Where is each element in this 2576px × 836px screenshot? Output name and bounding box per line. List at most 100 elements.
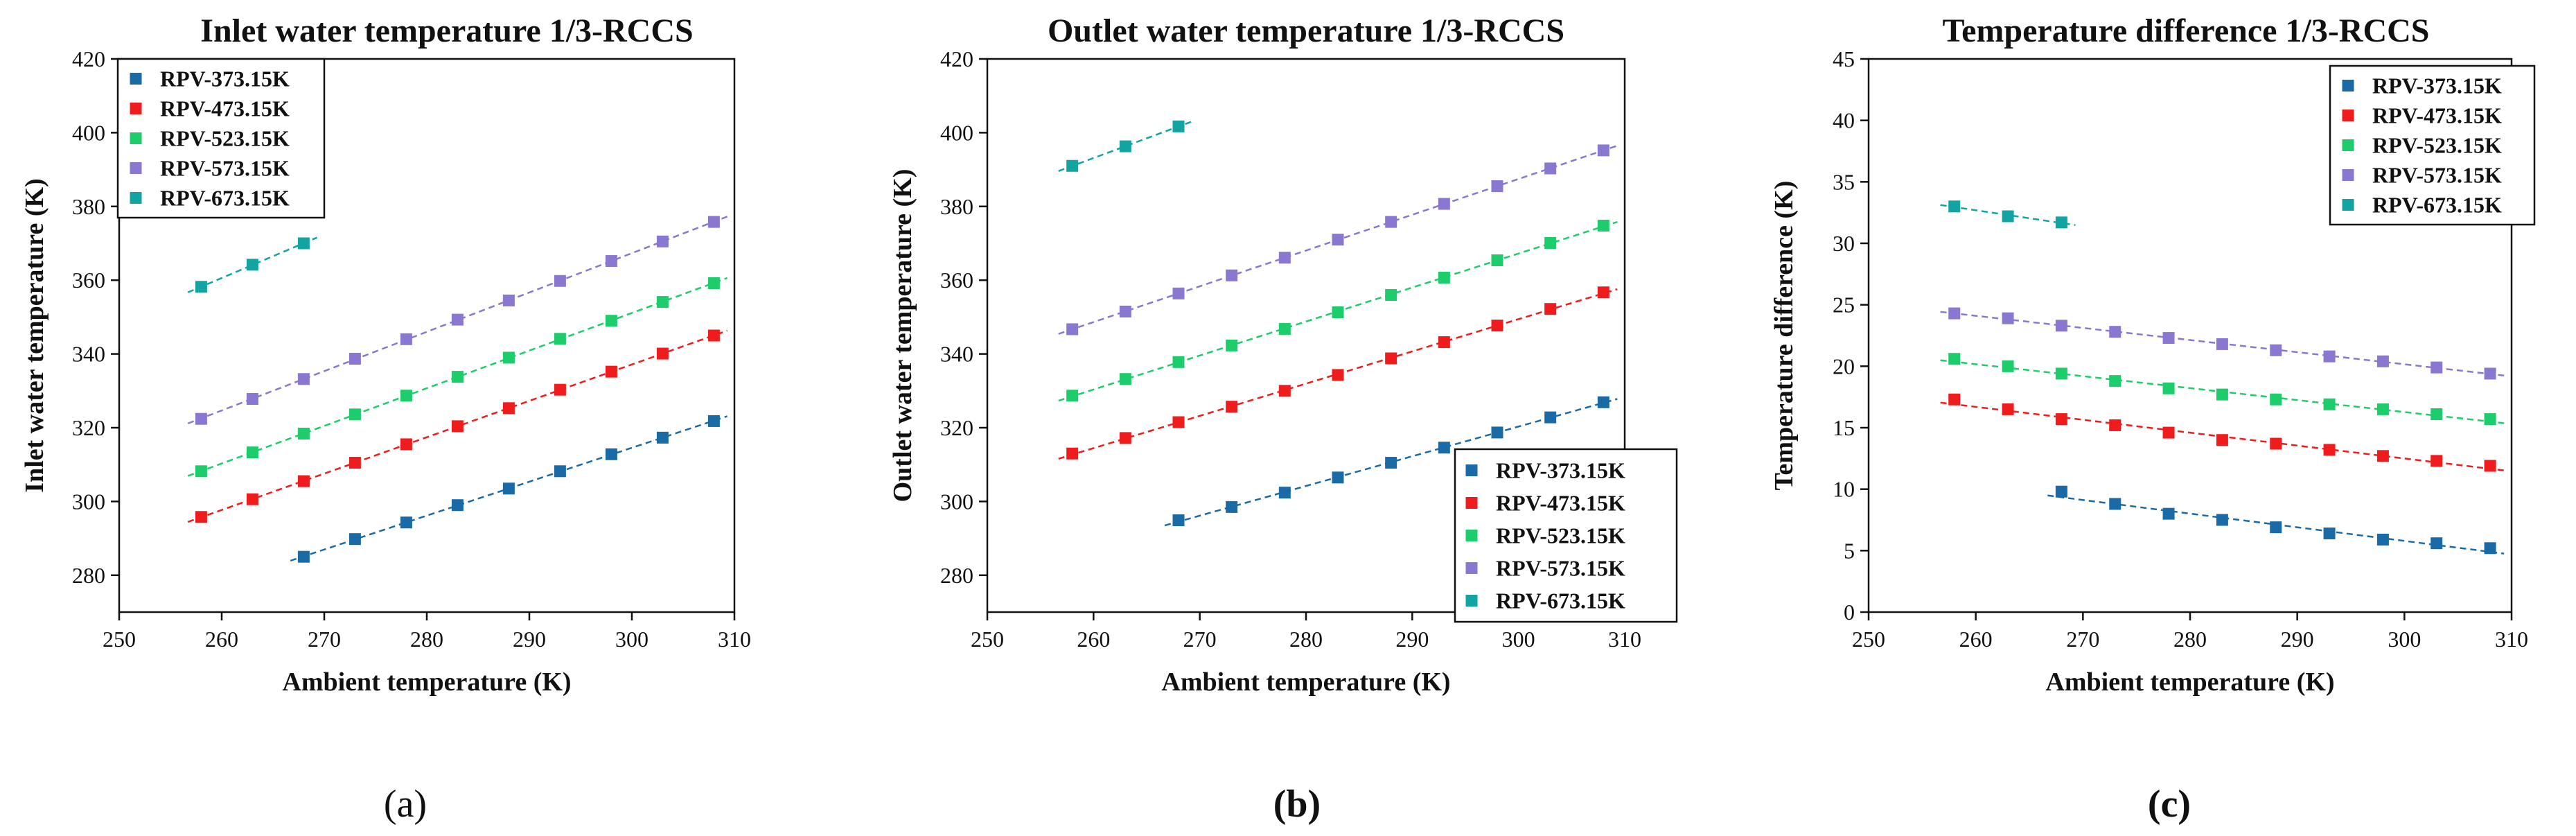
data-point	[1385, 288, 1397, 301]
data-point	[554, 333, 566, 345]
y-tick-label: 420	[940, 46, 973, 71]
x-tick-label: 290	[2281, 627, 2314, 652]
data-point	[1597, 144, 1609, 157]
data-point	[2216, 434, 2228, 446]
x-tick-label: 280	[2173, 627, 2207, 652]
panel-label-c: (c)	[2148, 783, 2191, 826]
data-point	[605, 315, 617, 327]
legend-entry: RPV-473.15K	[2372, 103, 2502, 128]
data-point	[2484, 460, 2496, 472]
data-point	[2216, 514, 2228, 526]
legend-entry: RPV-673.15K	[160, 186, 290, 211]
data-point	[2109, 326, 2121, 338]
data-point	[195, 465, 207, 478]
data-point	[297, 237, 310, 250]
y-tick-label: 360	[940, 268, 973, 293]
legend-marker	[1465, 595, 1478, 607]
x-tick-label: 250	[1852, 627, 1885, 652]
x-tick-label: 280	[1289, 627, 1323, 652]
data-point	[1948, 393, 1961, 406]
y-tick-label: 420	[72, 46, 105, 71]
data-point	[707, 329, 720, 342]
y-tick-label: 40	[1833, 108, 1855, 133]
data-point	[195, 412, 207, 425]
data-point	[349, 457, 361, 469]
y-tick-label: 300	[940, 489, 973, 514]
panel-label-a: (a)	[384, 783, 427, 826]
data-point	[1278, 322, 1291, 335]
legend-marker	[2342, 80, 2354, 92]
data-point	[195, 511, 207, 523]
trend-line	[187, 216, 728, 425]
y-tick-label: 400	[72, 120, 105, 145]
legend-marker	[130, 132, 142, 144]
data-point	[554, 275, 566, 287]
data-point	[2162, 507, 2175, 520]
data-point	[2055, 320, 2067, 332]
data-point	[2323, 444, 2336, 456]
legend-entry: RPV-473.15K	[160, 96, 290, 121]
x-tick-label: 310	[2495, 627, 2528, 652]
legend-box	[116, 58, 326, 219]
data-point	[400, 390, 412, 402]
x-axis-label: Ambient temperature (K)	[1161, 668, 1450, 697]
data-point	[1066, 323, 1079, 336]
y-tick-label: 280	[72, 563, 105, 588]
x-tick-label: 270	[308, 627, 341, 652]
data-point	[1948, 307, 1961, 320]
data-point	[605, 448, 617, 460]
data-point	[656, 431, 669, 444]
data-point	[502, 482, 515, 495]
y-tick-label: 300	[72, 489, 105, 514]
data-point	[2216, 388, 2228, 401]
data-point	[707, 277, 720, 289]
data-point	[502, 351, 515, 364]
data-point	[1066, 447, 1079, 460]
chart-title: Temperature difference 1/3-RCCS	[1943, 12, 2430, 49]
data-point	[2002, 312, 2014, 324]
x-tick-label: 290	[513, 627, 546, 652]
chart-title: Inlet water temperature 1/3-RCCS	[200, 12, 693, 49]
data-point	[349, 533, 361, 546]
data-point	[451, 313, 464, 326]
data-point	[246, 493, 258, 505]
data-point	[1544, 303, 1557, 315]
data-point	[1226, 339, 1238, 351]
x-tick-label: 280	[410, 627, 443, 652]
data-point	[1278, 487, 1291, 499]
legend-entry: RPV-473.15K	[1496, 491, 1625, 516]
legend-marker	[2342, 169, 2354, 181]
data-point	[2431, 408, 2443, 420]
x-tick-label: 300	[1502, 627, 1535, 652]
data-point	[400, 438, 412, 451]
y-tick-label: 320	[72, 415, 105, 440]
data-point	[1332, 369, 1344, 381]
data-point	[2376, 403, 2389, 415]
data-point	[2270, 344, 2282, 356]
data-point	[1385, 352, 1397, 365]
panel-inlet: Inlet water temperature 1/3-RCCS 250 260 27…	[20, 12, 751, 697]
chart-title: Outlet water temperature 1/3-RCCS	[1048, 12, 1564, 49]
legend-entry: RPV-373.15K	[160, 67, 290, 92]
y-axis-label: Outlet water temperature (K)	[888, 169, 917, 503]
data-point	[1597, 396, 1609, 408]
data-point	[2484, 413, 2496, 426]
y-tick-label: 15	[1833, 415, 1855, 440]
data-point	[400, 333, 412, 345]
data-point	[1385, 457, 1397, 469]
x-tick-label: 300	[615, 627, 649, 652]
data-point	[2270, 393, 2282, 406]
data-point	[656, 347, 669, 360]
legend-marker	[1465, 464, 1478, 476]
data-point	[2376, 450, 2389, 462]
data-point	[2431, 537, 2443, 550]
data-point	[2216, 338, 2228, 350]
y-tick-label: 340	[72, 342, 105, 367]
x-tick-label: 250	[971, 627, 1004, 652]
data-point	[1119, 373, 1131, 385]
data-point	[2055, 367, 2067, 380]
data-point	[2162, 382, 2175, 394]
trend-line	[1058, 120, 1193, 172]
data-point	[1278, 385, 1291, 397]
data-point	[1438, 336, 1450, 349]
